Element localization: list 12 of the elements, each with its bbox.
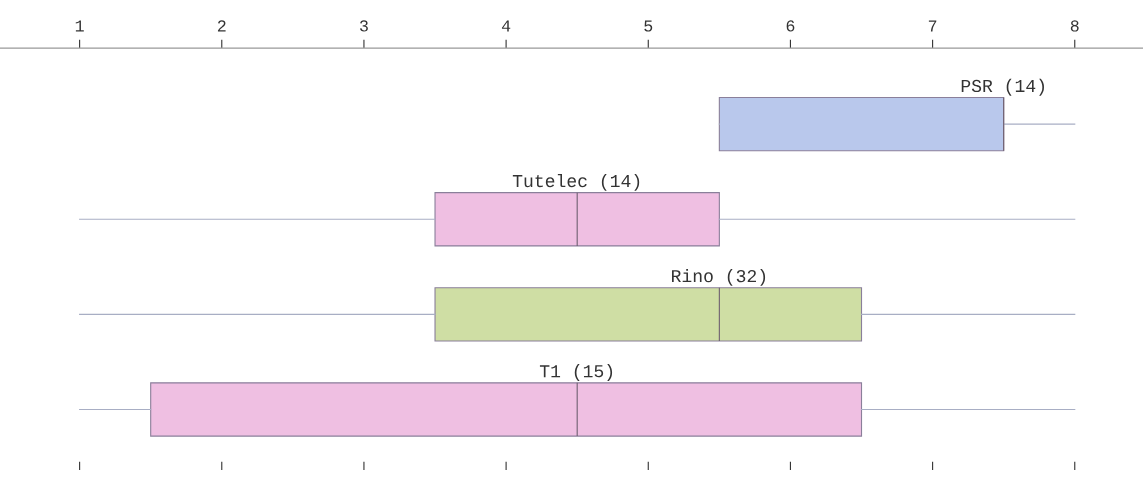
y-tick-label: T1 (15): [539, 364, 613, 381]
x-tick-label: 7: [928, 20, 937, 32]
x-tick-label: 6: [786, 20, 795, 32]
x-tick-label: 2: [217, 20, 226, 32]
x-tick-label: 4: [501, 20, 511, 32]
y-tick-label: Tutelec (14): [512, 173, 640, 191]
x-tick-label: 5: [644, 20, 653, 32]
x-tick-label: 8: [1070, 20, 1079, 32]
x-tick-label: 1: [75, 20, 84, 32]
x-tick-label: 3: [359, 20, 368, 32]
y-tick-label: PSR (14): [961, 78, 1044, 96]
y-tick-label: Rino (32): [672, 269, 766, 286]
